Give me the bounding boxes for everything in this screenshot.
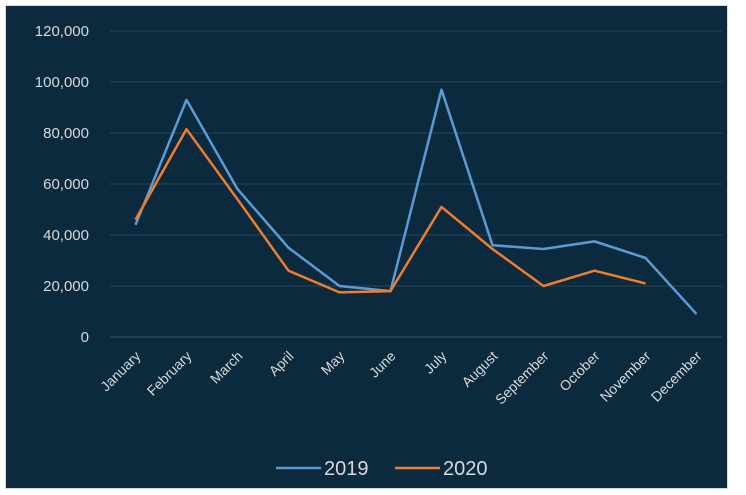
y-tick-label: 120,000 (35, 23, 89, 40)
x-tick-label: November (597, 348, 654, 405)
line-chart: 020,00040,00060,00080,000100,000120,000 … (35, 23, 722, 480)
y-tick-label: 0 (81, 329, 89, 346)
legend: 2019 2020 (276, 458, 488, 480)
x-tick-label: December (648, 348, 705, 405)
series-line-2019 (134, 88, 698, 315)
x-tick-label: January (97, 348, 144, 395)
y-tick-label: 80,000 (43, 125, 89, 142)
y-tick-label: 100,000 (35, 74, 89, 91)
legend-label: 2019 (324, 458, 369, 480)
x-tick-label: April (265, 348, 296, 379)
x-tick-label: February (144, 348, 195, 399)
x-tick-label: March (207, 348, 246, 387)
series-line-2020 (134, 127, 646, 294)
chart-frame: 0 20,000 40,000 60,000 80,000 100,000 120,000 … (5, 5, 728, 489)
y-tick-label: 40,000 (43, 227, 89, 244)
x-tick-label: June (366, 348, 399, 381)
gridlines (110, 30, 722, 338)
series-lines (134, 88, 698, 315)
x-tick-label: September (492, 348, 552, 408)
y-tick-label: 60,000 (43, 176, 89, 193)
x-tick-label: August (458, 348, 500, 390)
legend-label: 2020 (443, 458, 488, 480)
x-tick-label: May (318, 348, 348, 378)
y-axis-ticks: 0 20,000 40,000 60,000 80,000 100,000 120,000 (35, 23, 89, 346)
x-tick-label: October (556, 348, 603, 395)
y-tick-label: 20,000 (43, 278, 89, 295)
x-tick-label: July (421, 348, 450, 377)
x-axis-ticks: January February March April May June July Augu… (97, 348, 705, 408)
